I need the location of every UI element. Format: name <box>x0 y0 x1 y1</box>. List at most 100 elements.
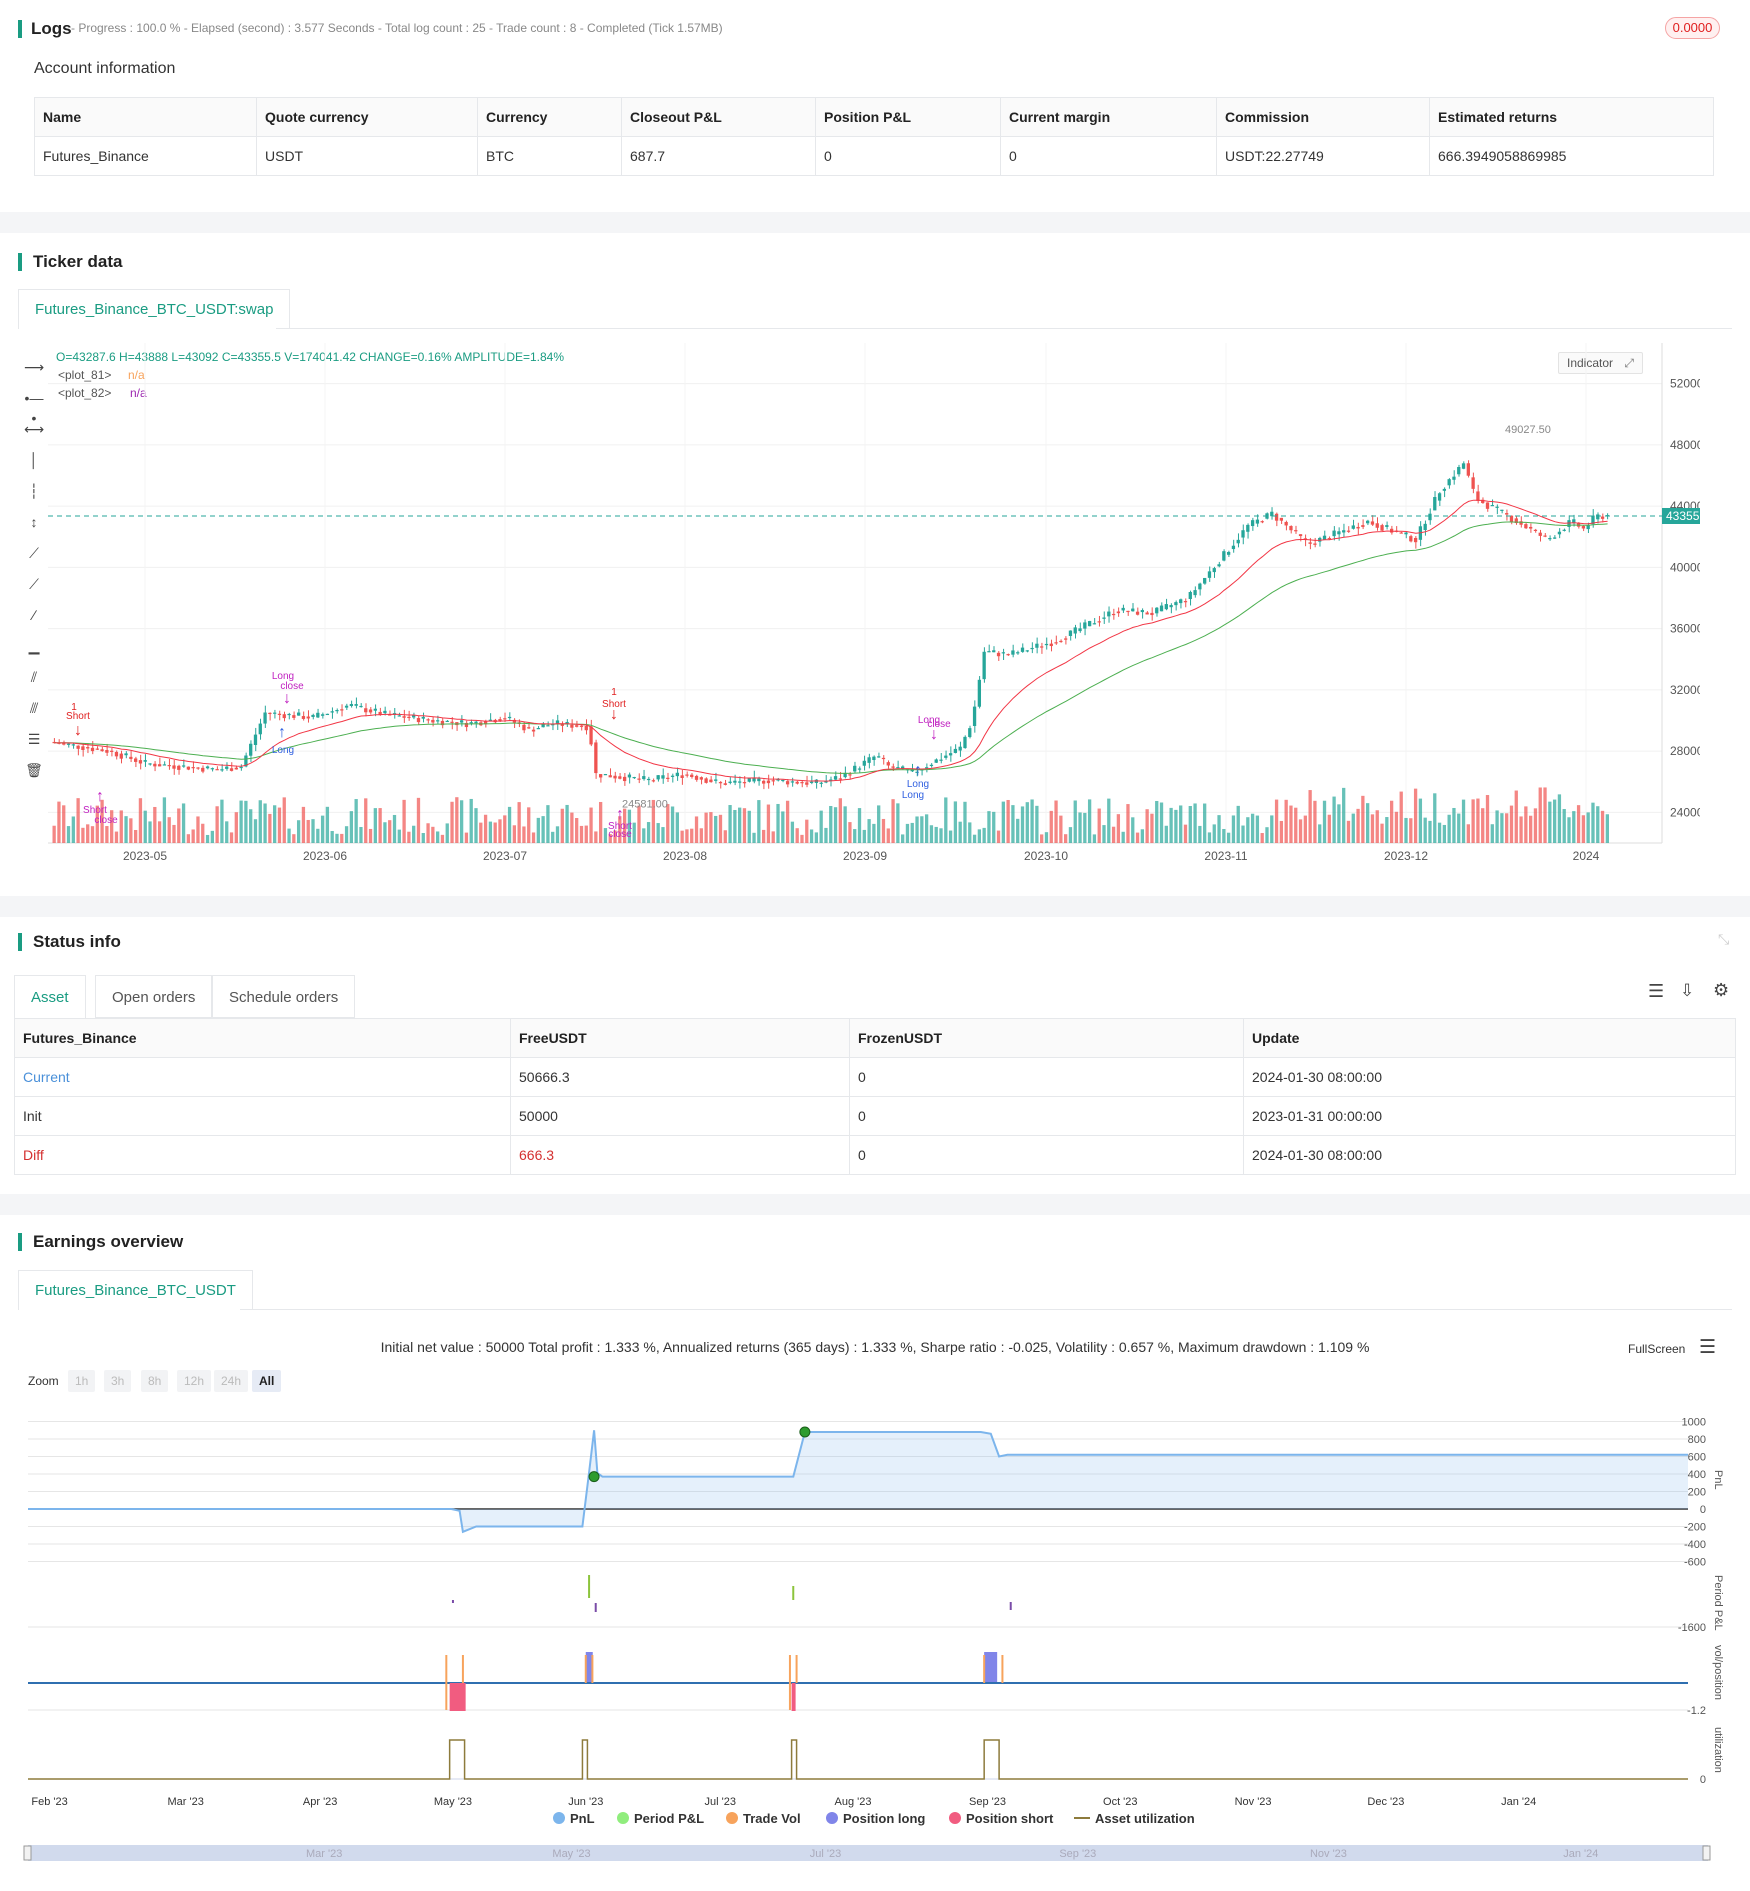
fib-lines-icon[interactable]: ⫻ <box>29 700 39 716</box>
collapse-icon[interactable]: ⤡ <box>1718 931 1730 947</box>
volume-bar <box>1169 807 1173 843</box>
col-free: FreeUSDT <box>510 1018 850 1058</box>
segment-line-icon[interactable]: ∕ <box>32 607 36 623</box>
legend-period[interactable]: Period P&L <box>617 1811 704 1826</box>
horizontal-ray-icon[interactable]: ⟶ <box>24 359 45 375</box>
candle-body <box>881 757 886 760</box>
util-line <box>28 1739 1688 1780</box>
candle-body <box>1514 518 1518 524</box>
vertical-line-icon[interactable]: ┆ <box>29 483 39 499</box>
trash-icon[interactable]: 🗑 <box>25 762 43 778</box>
legend-util[interactable]: Asset utilization <box>1074 1811 1195 1826</box>
candle-body <box>301 716 306 719</box>
candle-body <box>498 719 502 722</box>
vertical-ray-icon[interactable]: │ <box>29 452 39 468</box>
min-marker <box>588 1471 600 1483</box>
volume-bar <box>1044 832 1049 843</box>
tab-open-orders[interactable]: Open orders <box>95 975 213 1018</box>
gear-icon[interactable]: ⚙ <box>1713 980 1730 1000</box>
volume-bar <box>1433 793 1437 843</box>
zoom-1h[interactable]: 1h <box>68 1370 96 1392</box>
trend-line-icon[interactable]: ⟋ <box>29 545 39 561</box>
volume-bar <box>119 810 123 843</box>
volume-bar <box>718 814 723 843</box>
candle-body <box>551 724 555 726</box>
volume-bar <box>1294 807 1298 843</box>
candlestick-chart: 52000.0048000.0044000.0040000.0036000.00… <box>48 343 1700 863</box>
parallel-channel-icon[interactable]: ⫽ <box>30 669 38 685</box>
menu-icon[interactable]: ☰ <box>1699 1337 1717 1358</box>
candle-body <box>680 775 684 778</box>
candle-body <box>1111 613 1116 616</box>
volume-bar <box>622 808 627 843</box>
volume-bar <box>761 829 766 843</box>
volume-bar <box>479 822 483 843</box>
util-axis-title: utilization <box>1712 1727 1724 1773</box>
cloud-download-icon[interactable]: ⇩ <box>1680 981 1695 1000</box>
candle-body <box>670 775 675 777</box>
candle-body <box>1279 517 1284 521</box>
earnings-tab[interactable]: Futures_Binance_BTC_USDT <box>18 1270 253 1310</box>
horizontal-line-icon[interactable]: •—• <box>24 390 44 426</box>
zoom-3h[interactable]: 3h <box>104 1370 132 1392</box>
candle-body <box>977 679 982 707</box>
volume-bar <box>105 826 109 843</box>
volume-bar <box>1284 799 1288 843</box>
candle-body <box>388 714 392 716</box>
period-tick-label: -1600 <box>1678 1622 1706 1634</box>
zoom-all[interactable]: All <box>252 1370 282 1392</box>
volume-bar <box>1596 806 1600 843</box>
ticker-panel: Ticker data Futures_Binance_BTC_USDT:swa… <box>0 233 1750 896</box>
candle-body <box>364 708 368 713</box>
volume-bar <box>1059 815 1063 843</box>
volume-bar <box>709 812 713 843</box>
x-tick-label: 2023-12 <box>1384 849 1428 863</box>
ticker-title: Ticker data <box>18 253 122 271</box>
y-tick-label: 36000.00 <box>1670 622 1700 636</box>
volume-bar <box>1418 798 1423 843</box>
extended-line-icon[interactable]: ⟷ <box>24 421 45 437</box>
candle-body <box>469 722 473 724</box>
volume-bar <box>1442 824 1447 843</box>
ticker-tab[interactable]: Futures_Binance_BTC_USDT:swap <box>18 289 291 329</box>
expand-icon[interactable]: ⤢ <box>1624 356 1634 370</box>
candle-body <box>714 779 718 781</box>
volume-bar <box>1054 800 1058 843</box>
volume-bar <box>1437 822 1442 843</box>
legend-short[interactable]: Position short <box>949 1811 1053 1826</box>
col-frozen: FrozenUSDT <box>849 1018 1244 1058</box>
vertical-segment-icon[interactable]: ↕ <box>30 514 38 530</box>
candle-body <box>996 652 1001 657</box>
volume-bar <box>982 827 986 843</box>
legend-pnl[interactable]: PnL <box>553 1811 595 1826</box>
volume-bar <box>680 830 684 843</box>
zoom-12h[interactable]: 12h <box>177 1370 212 1392</box>
candle-body <box>368 709 373 713</box>
legend-tradevol[interactable]: Trade Vol <box>726 1811 801 1826</box>
volume-bar <box>1548 801 1552 843</box>
candle-body <box>177 765 181 770</box>
x-tick-label: Feb '23 <box>31 1796 67 1808</box>
tab-asset[interactable]: Asset <box>14 975 86 1019</box>
zoom-8h[interactable]: 8h <box>141 1370 169 1392</box>
price-line-icon[interactable]: ▁ <box>28 638 40 654</box>
list-icon[interactable]: ☰ <box>1648 981 1665 1001</box>
tab-schedule-orders[interactable]: Schedule orders <box>212 975 356 1018</box>
volume-bar <box>277 807 282 843</box>
trade-marker-label: close <box>927 719 951 730</box>
volume-bar <box>1500 813 1504 843</box>
indicator-label: Indicator <box>1567 356 1614 370</box>
candle-body <box>632 776 636 779</box>
horizontal-lines-icon[interactable]: ☰ <box>27 731 41 747</box>
ray-line-icon[interactable]: ⟋ <box>29 576 39 592</box>
max-marker <box>799 1426 811 1438</box>
fullscreen-label[interactable]: FullScreen <box>1628 1342 1686 1356</box>
candle-body <box>1006 654 1010 656</box>
col-returns: Estimated returns <box>1429 97 1714 137</box>
col-closeout: Closeout P&L <box>621 97 816 137</box>
candle-body <box>718 782 723 784</box>
indicator-button[interactable]: Indicator ⤢ <box>1558 352 1643 374</box>
volume-bar <box>1011 805 1015 843</box>
zoom-24h[interactable]: 24h <box>214 1370 249 1392</box>
legend-long[interactable]: Position long <box>826 1811 925 1826</box>
